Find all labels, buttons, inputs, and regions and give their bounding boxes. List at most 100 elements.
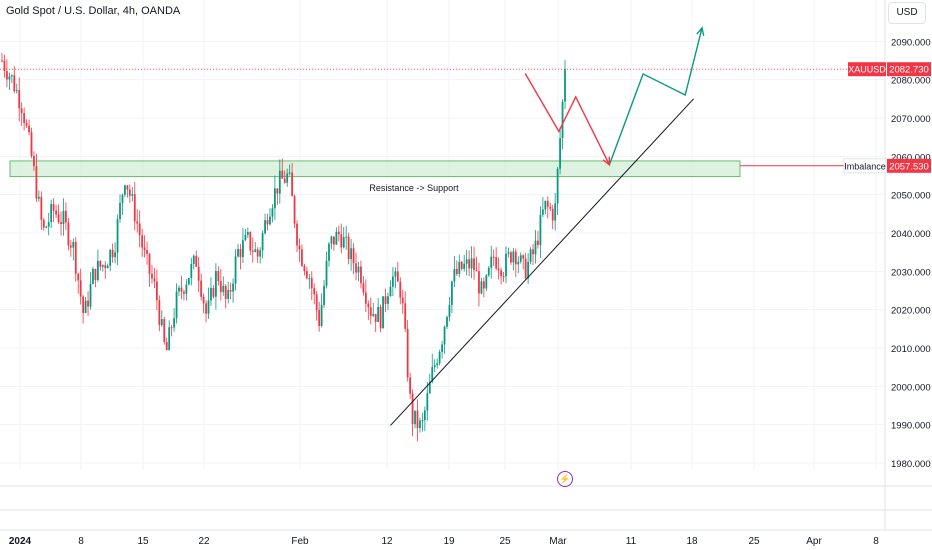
candle — [67, 218, 70, 251]
candle — [453, 256, 456, 287]
candle-body — [114, 252, 116, 258]
candle — [165, 337, 168, 351]
candle-body — [505, 253, 507, 277]
candle-body — [224, 285, 227, 299]
candle-body — [507, 252, 510, 254]
candle — [556, 166, 559, 215]
candle — [276, 188, 279, 205]
candle — [269, 208, 271, 226]
candle-body — [372, 314, 375, 316]
candle-body — [419, 420, 421, 429]
candle-body — [293, 196, 296, 224]
candle — [264, 213, 266, 235]
candle-body — [180, 287, 183, 292]
candle-body — [109, 249, 112, 266]
candle — [460, 260, 463, 271]
x-tick-label: 15 — [137, 536, 149, 547]
candle — [554, 192, 557, 231]
candle — [251, 237, 254, 263]
candle-body — [40, 196, 43, 220]
candle — [537, 230, 539, 249]
candle — [214, 263, 217, 310]
candle — [87, 291, 89, 316]
candle-body — [237, 248, 239, 257]
candle — [342, 226, 345, 249]
candle — [507, 247, 510, 258]
candle — [318, 301, 321, 332]
candle — [377, 298, 380, 323]
candle-body — [460, 261, 463, 269]
candle — [355, 252, 357, 281]
candle-body — [519, 255, 522, 262]
candle — [564, 59, 566, 109]
candle — [283, 170, 286, 184]
currency-button[interactable]: USD — [888, 2, 926, 24]
candle-body — [517, 261, 520, 265]
candle-body — [170, 327, 173, 329]
candle-body — [15, 90, 18, 92]
imbalance-tag-bg — [843, 158, 887, 174]
candle — [414, 410, 416, 429]
candle — [15, 83, 18, 94]
candle — [389, 280, 392, 297]
candle — [227, 281, 230, 304]
candle-body — [296, 223, 298, 246]
candle — [185, 279, 188, 301]
candle-body — [482, 281, 485, 289]
candle — [392, 267, 394, 297]
candle-body — [387, 296, 389, 304]
candle — [293, 194, 296, 229]
candle-body — [133, 194, 136, 222]
candle-body — [286, 173, 289, 183]
candle — [30, 127, 33, 159]
candle-body — [251, 250, 254, 252]
candle-body — [10, 75, 13, 77]
candle-body — [210, 287, 212, 301]
candle — [153, 268, 156, 289]
candle — [340, 223, 343, 254]
candle-body — [126, 185, 129, 190]
candle — [411, 389, 414, 437]
candle-body — [214, 271, 217, 297]
candle — [160, 310, 163, 328]
y-tick-label: 2000.000 — [891, 382, 931, 393]
candle-body — [72, 241, 75, 248]
candle-body — [8, 76, 11, 80]
candle — [534, 230, 537, 264]
lightning-icon[interactable]: ⚡ — [557, 471, 573, 487]
candle — [426, 382, 429, 421]
candle-body — [512, 251, 515, 263]
candle-body — [111, 249, 114, 258]
candle — [55, 204, 57, 218]
candle-body — [163, 319, 166, 342]
candle-body — [409, 377, 412, 394]
candle — [25, 119, 28, 128]
candle — [330, 235, 333, 249]
arrowhead-red — [602, 156, 611, 167]
candle — [323, 280, 325, 309]
candle — [13, 66, 16, 94]
candle — [487, 266, 490, 277]
candle-body — [436, 363, 439, 366]
candle — [502, 271, 505, 282]
candle — [372, 302, 375, 318]
candle — [325, 251, 328, 289]
candle — [517, 256, 520, 274]
candle — [183, 289, 185, 301]
candle-body — [47, 222, 50, 227]
candle — [45, 225, 48, 229]
candle-body — [313, 288, 316, 295]
candle-body — [264, 220, 266, 234]
candle-body — [175, 291, 178, 319]
candle-body — [256, 249, 259, 257]
candle — [8, 72, 11, 90]
candle — [519, 252, 522, 264]
candle — [273, 175, 276, 220]
candle — [337, 225, 340, 242]
candle-body — [362, 283, 365, 293]
imbalance-tag-value: 2057.530 — [889, 161, 929, 172]
candle-body — [374, 314, 377, 322]
candle-body — [190, 263, 193, 279]
candle — [35, 153, 38, 202]
